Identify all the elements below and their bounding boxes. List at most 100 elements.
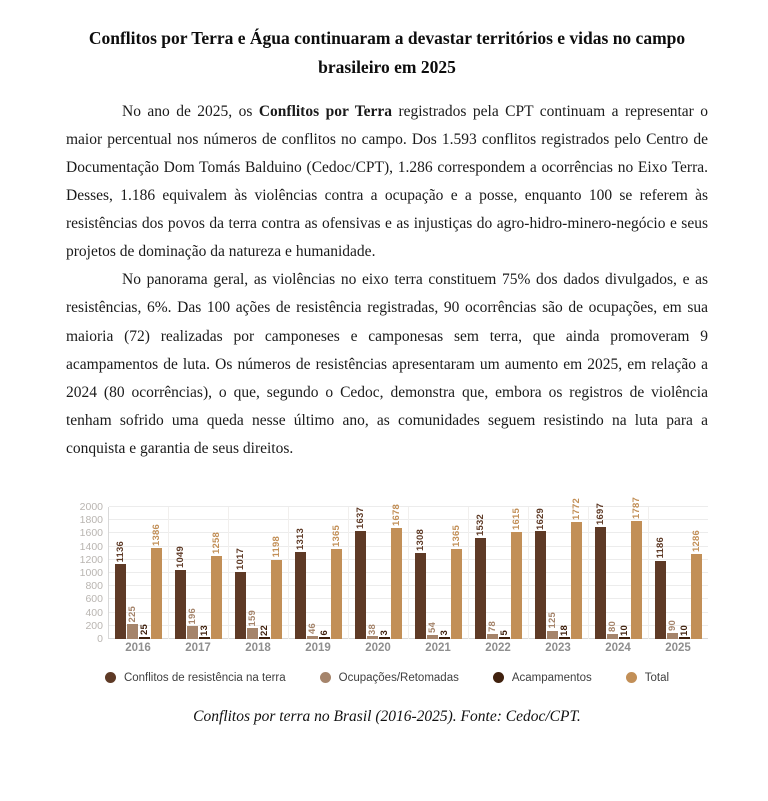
paragraph-1-bold-phrase: Conflitos por Terra (258, 102, 393, 120)
bar-slot: 3 (379, 507, 390, 639)
bar-2023 (547, 630, 558, 639)
bar-group-2017: 1049 196 13 1258 (169, 506, 229, 639)
legend-dot-icon (319, 672, 331, 684)
chart-x-axis: 2016 2017 2018 2019 2020 2021 2022 2023 2024 2025 (108, 642, 708, 654)
bar-2025 (667, 633, 678, 639)
bar-slot: 78 (487, 507, 498, 639)
bar-value-label: 1365 (330, 524, 342, 547)
legend-item: Conflitos de resistência na terra (104, 672, 286, 684)
bar-slot: 1386 (151, 507, 162, 639)
bar-slot: 10 (619, 507, 630, 639)
bar-2018 (235, 571, 246, 639)
bar-slot: 38 (367, 507, 378, 639)
bar-2025 (691, 554, 702, 639)
bar-2017 (211, 555, 222, 639)
chart-caption: Conflitos por terra no Brasil (2016-2025… (193, 707, 581, 725)
y-axis-tick-label: 2000 (79, 500, 103, 513)
bar-value-label: 13 (198, 624, 210, 636)
bar-group-2025: 1186 90 10 1286 (649, 507, 708, 639)
legend-item: Total (625, 671, 670, 684)
bar-value-label: 1186 (654, 537, 666, 559)
bar-2025 (679, 637, 690, 639)
bar-slot: 159 (247, 507, 258, 639)
bar-2021 (451, 548, 462, 639)
bar-value-label: 1365 (450, 524, 462, 547)
bar-2016 (115, 564, 126, 639)
bar-slot: 1615 (511, 507, 522, 639)
bar-slot: 225 (127, 507, 138, 639)
bar-slot: 6 (319, 507, 330, 639)
bar-group-2019: 1313 46 6 1365 (289, 506, 349, 639)
bar-2024 (631, 521, 642, 639)
bar-value-label: 18 (558, 624, 570, 636)
bar-2019 (295, 552, 306, 639)
paragraph-2: No panorama geral, as violências no eixo… (66, 271, 708, 457)
bar-slot: 1198 (271, 507, 282, 639)
x-axis-tick-label: 2017 (185, 641, 211, 654)
bar-slot: 5 (499, 507, 510, 639)
bar-value-label: 1787 (630, 497, 642, 520)
bar-group-2023: 1629 125 18 1772 (529, 498, 589, 639)
y-axis-tick-label: 1800 (79, 514, 103, 527)
bar-slot: 90 (667, 507, 678, 639)
bar-value-label: 25 (138, 624, 150, 636)
bar-slot: 1313 (295, 507, 306, 639)
bar-value-label: 1532 (474, 513, 486, 536)
bar-2022 (511, 532, 522, 639)
x-axis-tick-label: 2018 (245, 641, 271, 654)
bar-2018 (247, 628, 258, 639)
bar-value-label: 225 (126, 605, 138, 623)
x-axis-tick-label: 2021 (425, 641, 451, 654)
bar-slot: 1258 (211, 507, 222, 639)
y-axis-tick-label: 400 (85, 606, 103, 619)
paragraph-1: No ano de 2025, os Conflitos por Terra r… (66, 98, 708, 267)
y-axis-tick-label: 800 (85, 580, 103, 593)
bar-2019 (331, 548, 342, 639)
bar-value-label: 1017 (234, 547, 246, 570)
bar-2020 (379, 637, 390, 639)
bar-value-label: 159 (246, 610, 258, 627)
bar-slot: 1629 (535, 507, 546, 639)
bar-slot: 1136 (115, 507, 126, 639)
bar-2023 (559, 637, 570, 639)
bar-slot: 1365 (331, 507, 342, 639)
y-axis-tick-label: 1400 (79, 540, 103, 553)
bar-value-label: 1313 (294, 528, 306, 551)
bar-2023 (571, 522, 582, 639)
bar-2024 (607, 633, 618, 639)
bar-value-label: 1637 (354, 507, 366, 529)
legend-dot-icon (492, 672, 504, 684)
x-axis-tick-label: 2019 (305, 641, 331, 654)
bar-2020 (355, 530, 366, 639)
bar-2018 (271, 559, 282, 639)
bar-slot: 3 (439, 507, 450, 639)
bar-value-label: 125 (546, 612, 558, 629)
bar-value-label: 5 (498, 629, 510, 636)
bar-value-label: 3 (438, 629, 450, 636)
page-title: Conflitos por Terra e Água continuaram a… (88, 28, 686, 77)
bar-slot: 1286 (691, 507, 702, 639)
chart-legend: Conflitos de resistência na terra Ocupaçõ… (66, 672, 708, 684)
bar-2016 (139, 637, 150, 639)
bar-2020 (367, 636, 378, 639)
bar-value-label: 78 (486, 620, 498, 632)
bar-slot: 1532 (475, 507, 486, 639)
chart-area: 0 200 400 600 800 1000 1200 1400 1600 1800 2000 113… (66, 497, 708, 654)
bar-slot: 80 (607, 507, 618, 639)
bar-value-label: 1615 (510, 508, 522, 531)
bar-2019 (307, 635, 318, 639)
y-axis-tick-label: 1000 (79, 566, 103, 579)
legend-dot-icon (104, 672, 116, 684)
bar-2018 (259, 637, 270, 639)
bar-value-label: 1678 (390, 504, 402, 527)
y-axis-tick-label: 0 (97, 632, 103, 645)
bar-slot: 1049 (175, 507, 186, 639)
bar-slot: 54 (427, 507, 438, 639)
legend-label: Total (644, 671, 670, 684)
bar-value-label: 1049 (174, 545, 186, 568)
bar-value-label: 1136 (114, 540, 126, 562)
x-axis-tick-label: 2016 (125, 641, 151, 654)
bar-value-label: 46 (306, 622, 318, 634)
bar-value-label: 1198 (270, 536, 282, 558)
bar-group-2020: 1637 38 3 1678 (349, 504, 409, 639)
